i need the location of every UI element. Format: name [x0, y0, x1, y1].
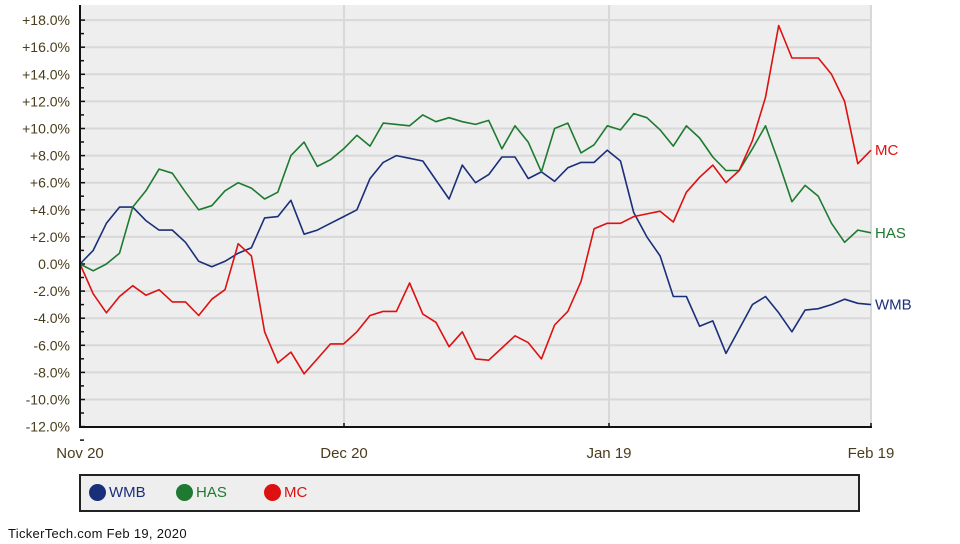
footer-credit: TickerTech.com Feb 19, 2020: [8, 526, 187, 541]
legend-item-has[interactable]: HAS: [176, 484, 227, 501]
x-tick-label: Nov 20: [56, 445, 104, 462]
y-tick-label: +18.0%: [22, 12, 70, 28]
y-tick-label: +2.0%: [30, 229, 70, 245]
y-axis: +18.0% +16.0% +14.0% +12.0% +10.0% +8.0% +6.0%…: [22, 12, 85, 441]
series-line-wmb: [79, 149, 872, 355]
y-tick-label: +8.0%: [30, 148, 70, 164]
y-tick-label: -12.0%: [26, 419, 70, 435]
line-chart: +18.0% +16.0% +14.0% +12.0% +10.0% +8.0% +6.0%…: [22, 5, 912, 462]
legend-item-wmb[interactable]: WMB: [89, 484, 146, 501]
series-line-mc: [79, 24, 872, 375]
legend-label-has: HAS: [196, 484, 227, 501]
y-tick-label: +10.0%: [22, 121, 70, 137]
y-tick-label: -8.0%: [33, 364, 70, 380]
wmb-dot-icon: [89, 484, 106, 501]
legend-label-mc: MC: [284, 484, 308, 501]
y-tick-label: 0.0%: [38, 256, 70, 272]
x-axis: Nov 20 Dec 20 Jan 19 Feb 19: [56, 423, 894, 462]
y-tick-label: +6.0%: [30, 175, 70, 191]
x-tick-label: Dec 20: [320, 445, 368, 462]
series-lines: [79, 24, 872, 375]
y-tick-label: -10.0%: [26, 392, 70, 408]
y-tick-label: +14.0%: [22, 66, 70, 82]
x-tick-label: Feb 19: [848, 445, 895, 462]
y-tick-label: +16.0%: [22, 39, 70, 55]
y-tick-label: -4.0%: [33, 310, 70, 326]
plot-area: [80, 5, 871, 427]
legend: WMB HAS MC: [79, 474, 860, 512]
end-label-mc: MC: [875, 142, 898, 159]
gridlines: [80, 5, 872, 427]
x-tick-label: Jan 19: [586, 445, 631, 462]
end-label-wmb: WMB: [875, 297, 912, 314]
legend-label-wmb: WMB: [109, 484, 146, 501]
y-tick-label: -6.0%: [33, 337, 70, 353]
end-label-has: HAS: [875, 225, 906, 242]
y-tick-label: -2.0%: [33, 283, 70, 299]
series-end-labels: WMB HAS MC: [875, 142, 912, 313]
y-tick-label: +4.0%: [30, 202, 70, 218]
has-dot-icon: [176, 484, 193, 501]
y-tick-label: +12.0%: [22, 93, 70, 109]
legend-item-mc[interactable]: MC: [264, 484, 307, 501]
mc-dot-icon: [264, 484, 281, 501]
